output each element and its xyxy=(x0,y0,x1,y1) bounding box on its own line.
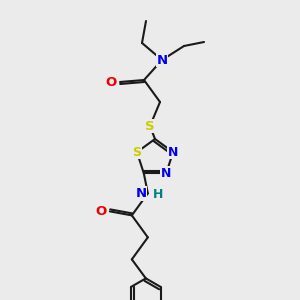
Text: O: O xyxy=(96,205,107,218)
Text: S: S xyxy=(145,119,155,133)
Text: N: N xyxy=(161,167,171,180)
Text: H: H xyxy=(153,188,163,201)
Text: N: N xyxy=(168,146,178,159)
Text: O: O xyxy=(106,76,117,88)
Text: N: N xyxy=(136,187,147,200)
Text: S: S xyxy=(132,146,141,159)
Text: N: N xyxy=(156,53,168,67)
